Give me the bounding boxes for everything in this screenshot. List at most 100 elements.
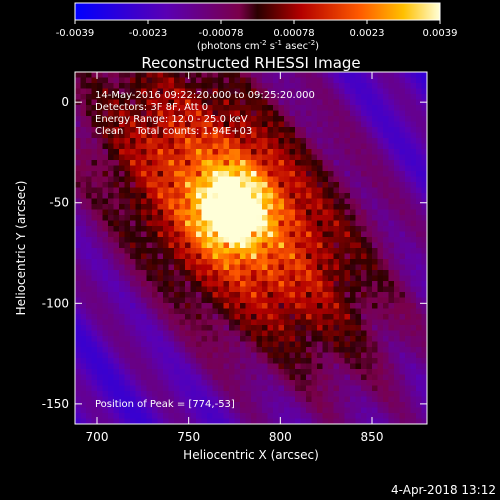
heatmap-cell [300,105,307,111]
heatmap-cell [306,380,312,386]
heatmap-cell [284,292,290,298]
heatmap-cell [328,99,334,106]
heatmap-cell [344,391,351,397]
heatmap-cell [421,385,427,392]
heatmap-cell [355,330,362,337]
heatmap-cell [405,116,411,122]
heatmap-cell [240,132,246,139]
heatmap-cell [322,330,329,337]
heatmap-cell [190,248,197,254]
heatmap-cell [190,297,197,304]
heatmap-cell [141,220,147,227]
heatmap-cell [196,264,202,271]
heatmap-cell [322,116,329,122]
heatmap-cell [102,171,109,177]
heatmap-cell [344,171,351,177]
heatmap-cell [124,72,131,78]
heatmap-cell [405,380,411,386]
heatmap-cell [102,352,109,359]
heatmap-cell [135,193,142,199]
heatmap-cell [119,127,125,133]
heatmap-cell [179,369,186,375]
heatmap-cell [278,88,285,95]
heatmap-cell [163,341,169,348]
heatmap-cell [284,352,290,359]
heatmap-cell [240,402,246,408]
heatmap-cell [267,72,274,78]
heatmap-cell [97,110,103,117]
heatmap-cell [388,215,395,221]
heatmap-cell [394,352,400,359]
heatmap-cell [300,248,307,254]
heatmap-cell [399,297,406,304]
heatmap-cell [355,220,362,227]
heatmap-cell [146,209,153,216]
heatmap-cell [251,138,257,144]
heatmap-cell [97,286,103,293]
heatmap-cell [322,105,329,111]
heatmap-cell [339,231,345,238]
heatmap-cell [146,363,153,370]
heatmap-cell [388,341,395,348]
heatmap-cell [273,253,279,260]
heatmap-cell [350,198,356,205]
heatmap-cell [344,319,351,326]
heatmap-cell [372,369,378,375]
heatmap-cell [278,176,285,183]
heatmap-cell [366,182,373,188]
heatmap-cell [75,281,81,287]
heatmap-cell [366,220,373,227]
heatmap-cell [196,127,202,133]
heatmap-cell [421,176,427,183]
heatmap-cell [262,72,268,78]
heatmap-cell [124,132,131,139]
heatmap-cell [306,369,312,375]
heatmap-cell [124,88,131,95]
heatmap-cell [410,275,417,282]
heatmap-cell [86,358,92,364]
heatmap-cell [322,292,329,298]
heatmap-cell [295,341,301,348]
heatmap-cell [295,363,301,370]
heatmap-cell [300,363,307,370]
heatmap-cell [289,127,296,133]
heatmap-cell [86,259,92,265]
heatmap-cell [355,253,362,260]
heatmap-cell [289,380,296,386]
heatmap-cell [108,204,114,210]
heatmap-cell [355,347,362,353]
heatmap-cell [207,363,213,370]
heatmap-cell [377,352,384,359]
heatmap-cell [405,138,411,144]
heatmap-cell [168,297,175,304]
heatmap-cell [152,259,158,265]
heatmap-cell [152,330,158,337]
heatmap-cell [80,165,87,172]
heatmap-cell [80,407,87,414]
heatmap-cell [289,347,296,353]
heatmap-cell [300,83,307,89]
heatmap-cell [361,176,367,183]
heatmap-cell [289,319,296,326]
heatmap-cell [190,407,197,414]
heatmap-cell [113,149,120,155]
heatmap-cell [355,242,362,249]
heatmap-cell [262,380,268,386]
heatmap-cell [267,198,274,205]
heatmap-cell [251,237,257,243]
heatmap-cell [383,83,389,89]
heatmap-cell [278,83,285,89]
heatmap-cell [267,171,274,177]
heatmap-cell [108,341,114,348]
heatmap-cell [163,171,169,177]
heatmap-cell [141,259,147,265]
heatmap-cell [251,319,257,326]
heatmap-cell [333,248,340,254]
heatmap-cell [344,110,351,117]
heatmap-cell [344,187,351,194]
heatmap-cell [333,99,340,106]
heatmap-cell [146,105,153,111]
heatmap-cell [168,259,175,265]
heatmap-cell [157,253,164,260]
heatmap-cell [339,116,345,122]
